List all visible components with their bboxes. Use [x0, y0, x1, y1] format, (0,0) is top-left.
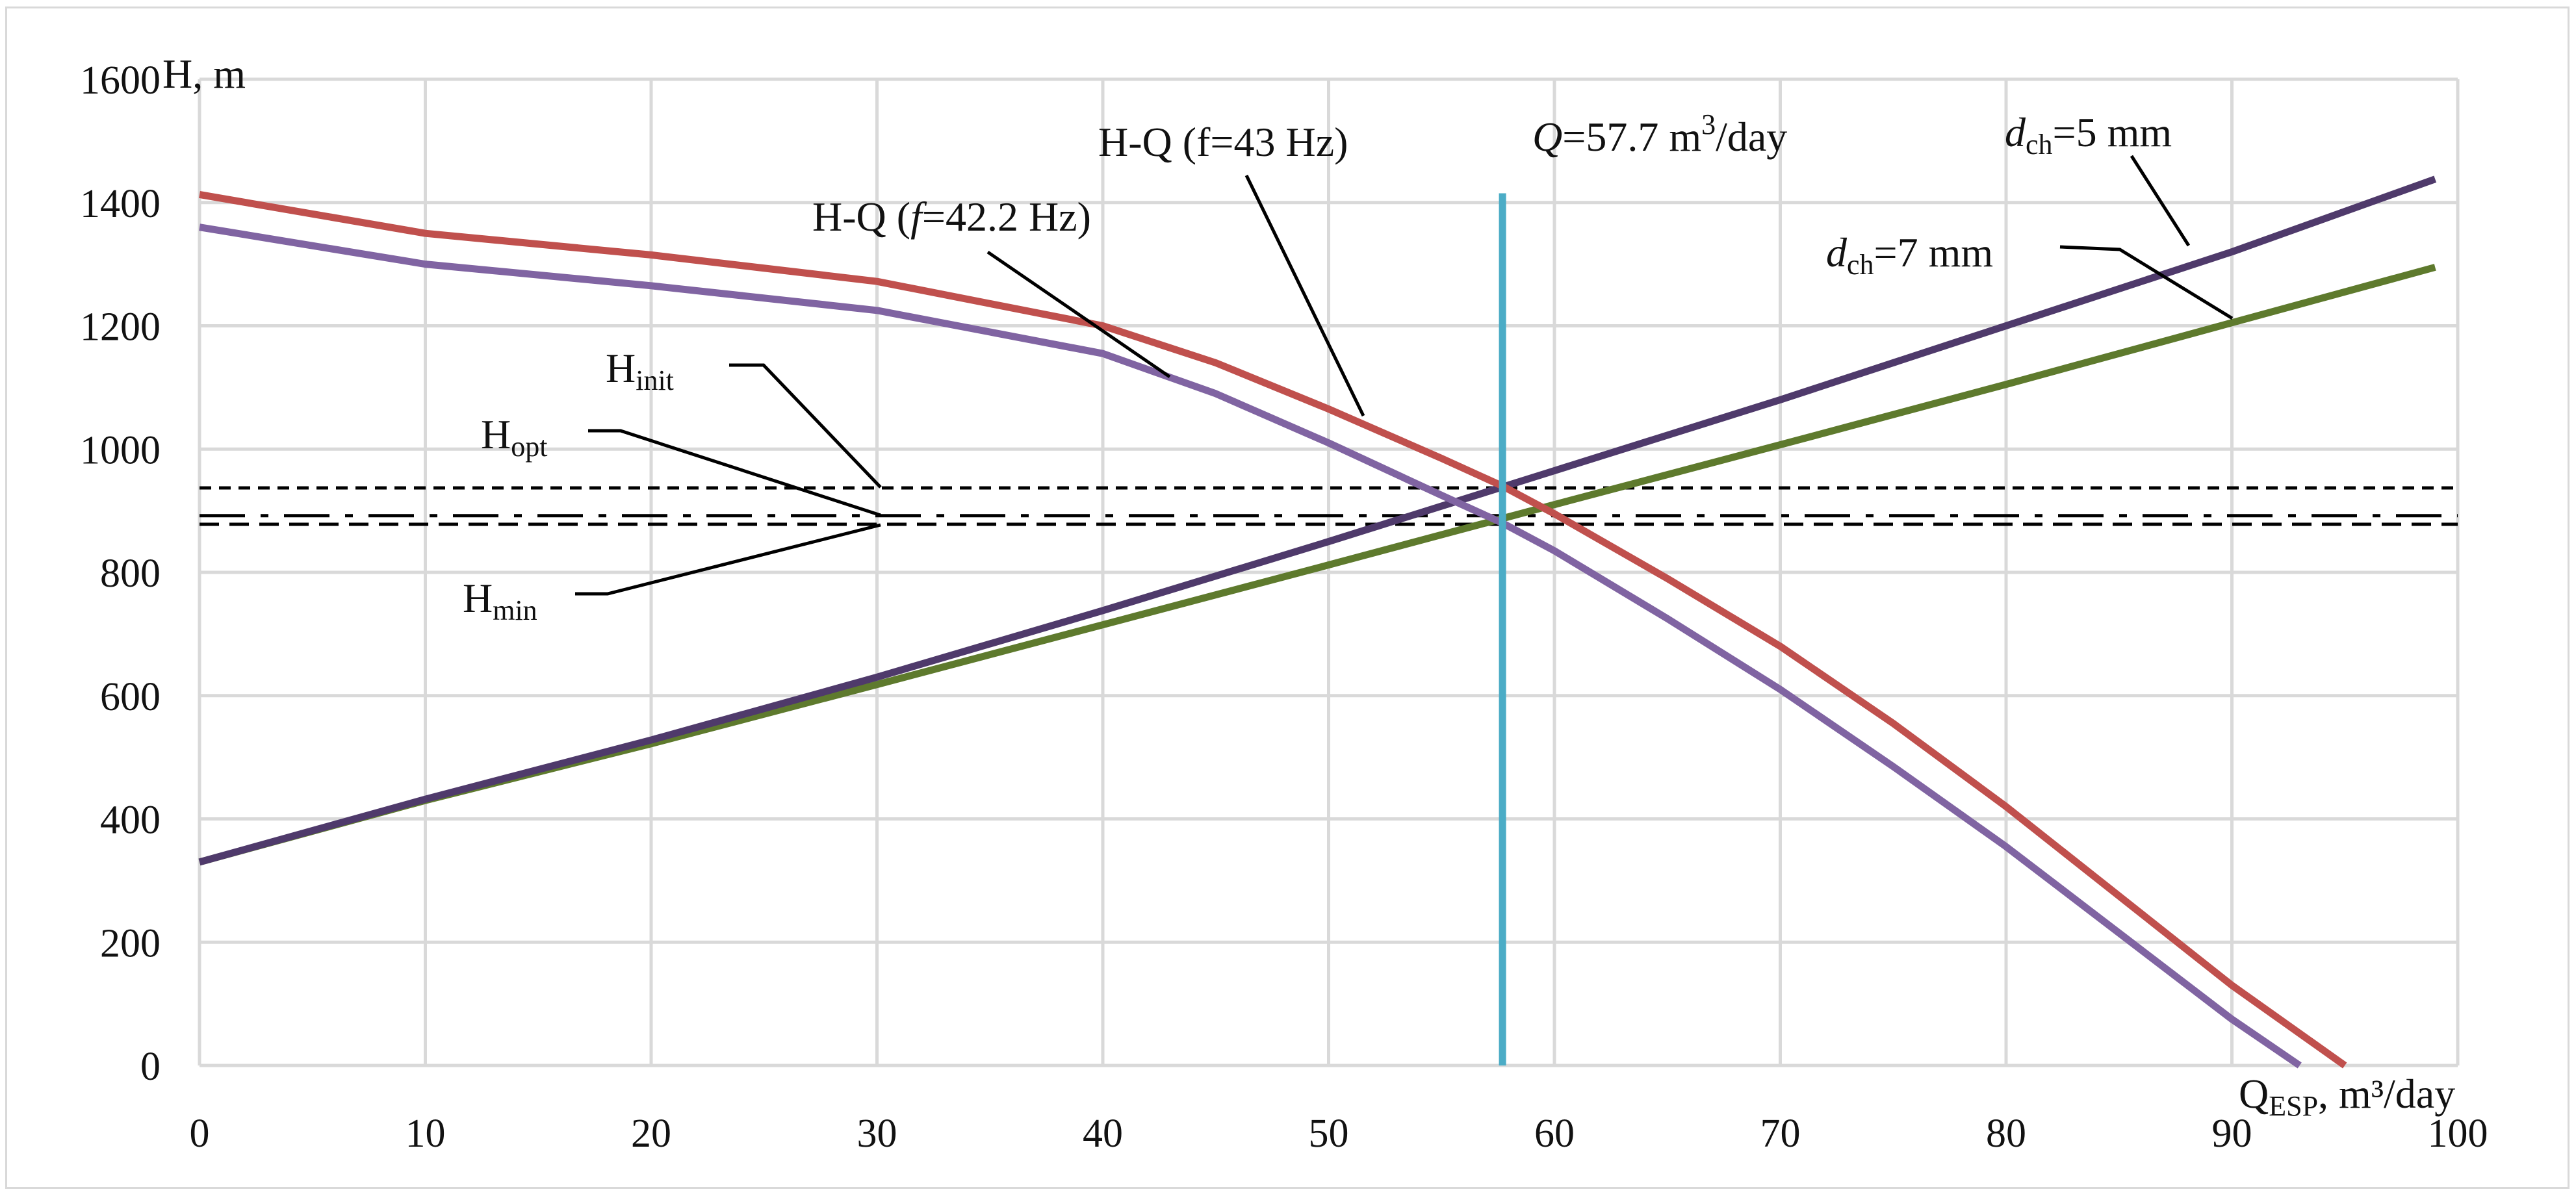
x-tick-label: 100: [2428, 1112, 2488, 1156]
y-tick-label: 200: [100, 921, 161, 965]
y-tick-label: 800: [100, 552, 161, 596]
leader-line: [2130, 155, 2191, 247]
x-tick-label: 40: [1083, 1112, 1123, 1156]
y-tick-label: 600: [100, 675, 161, 719]
x-tick-label: 80: [1986, 1112, 2026, 1156]
x-tick-label: 60: [1534, 1112, 1575, 1156]
hopt-label: Hopt: [481, 411, 547, 463]
dch7-label: dch=7 mm: [1826, 229, 1993, 281]
x-tick-label: 90: [2212, 1112, 2252, 1156]
leader-line: [986, 250, 1171, 379]
x-tick-label: 30: [857, 1112, 897, 1156]
grid: [198, 77, 2460, 1067]
tick-labels: 0 10 20 30 40 50 60 70 80 90 100020040060080010001…: [80, 58, 2488, 1156]
series-line-h-q-f-42-2-hz-: [199, 223, 2302, 1069]
leader-lines: [575, 155, 2234, 596]
x-tick-label: 20: [631, 1112, 671, 1156]
x-tick-label: 50: [1309, 1112, 1349, 1156]
y-tick-label: 1200: [80, 305, 161, 350]
q-line-label: Q=57.7 m3/day: [1532, 108, 1787, 160]
x-tick-label: 70: [1760, 1112, 1801, 1156]
dch5-label: dch=5 mm: [2005, 109, 2172, 160]
leader-line: [729, 363, 882, 489]
y-tick-label: 1000: [80, 428, 161, 472]
x-tick-label: 0: [190, 1112, 210, 1156]
y-tick-label: 1400: [80, 182, 161, 226]
hq43-label: H-Q (f=43 Hz): [1098, 119, 1348, 165]
chart-frame: [5, 6, 2570, 1189]
leader-line: [575, 523, 881, 596]
x-axis-label: QESP, m³/day: [2239, 1071, 2455, 1122]
hmin-label: Hmin: [463, 575, 537, 626]
x-tick-label: 10: [406, 1112, 446, 1156]
y-tick-label: 0: [140, 1045, 161, 1089]
hinit-label: Hinit: [606, 345, 674, 396]
y-tick-label: 1600: [80, 58, 161, 103]
y-axis-label: H, m: [162, 51, 246, 97]
series-layer: [198, 175, 2458, 1069]
leader-line: [2059, 245, 2234, 320]
series-line-dch-5-mm: [198, 175, 2437, 866]
hq422-label: H-Q (f=42.2 Hz): [812, 194, 1091, 240]
leader-line: [588, 429, 881, 517]
y-tick-label: 400: [100, 798, 161, 843]
leader-line: [1244, 174, 1365, 417]
